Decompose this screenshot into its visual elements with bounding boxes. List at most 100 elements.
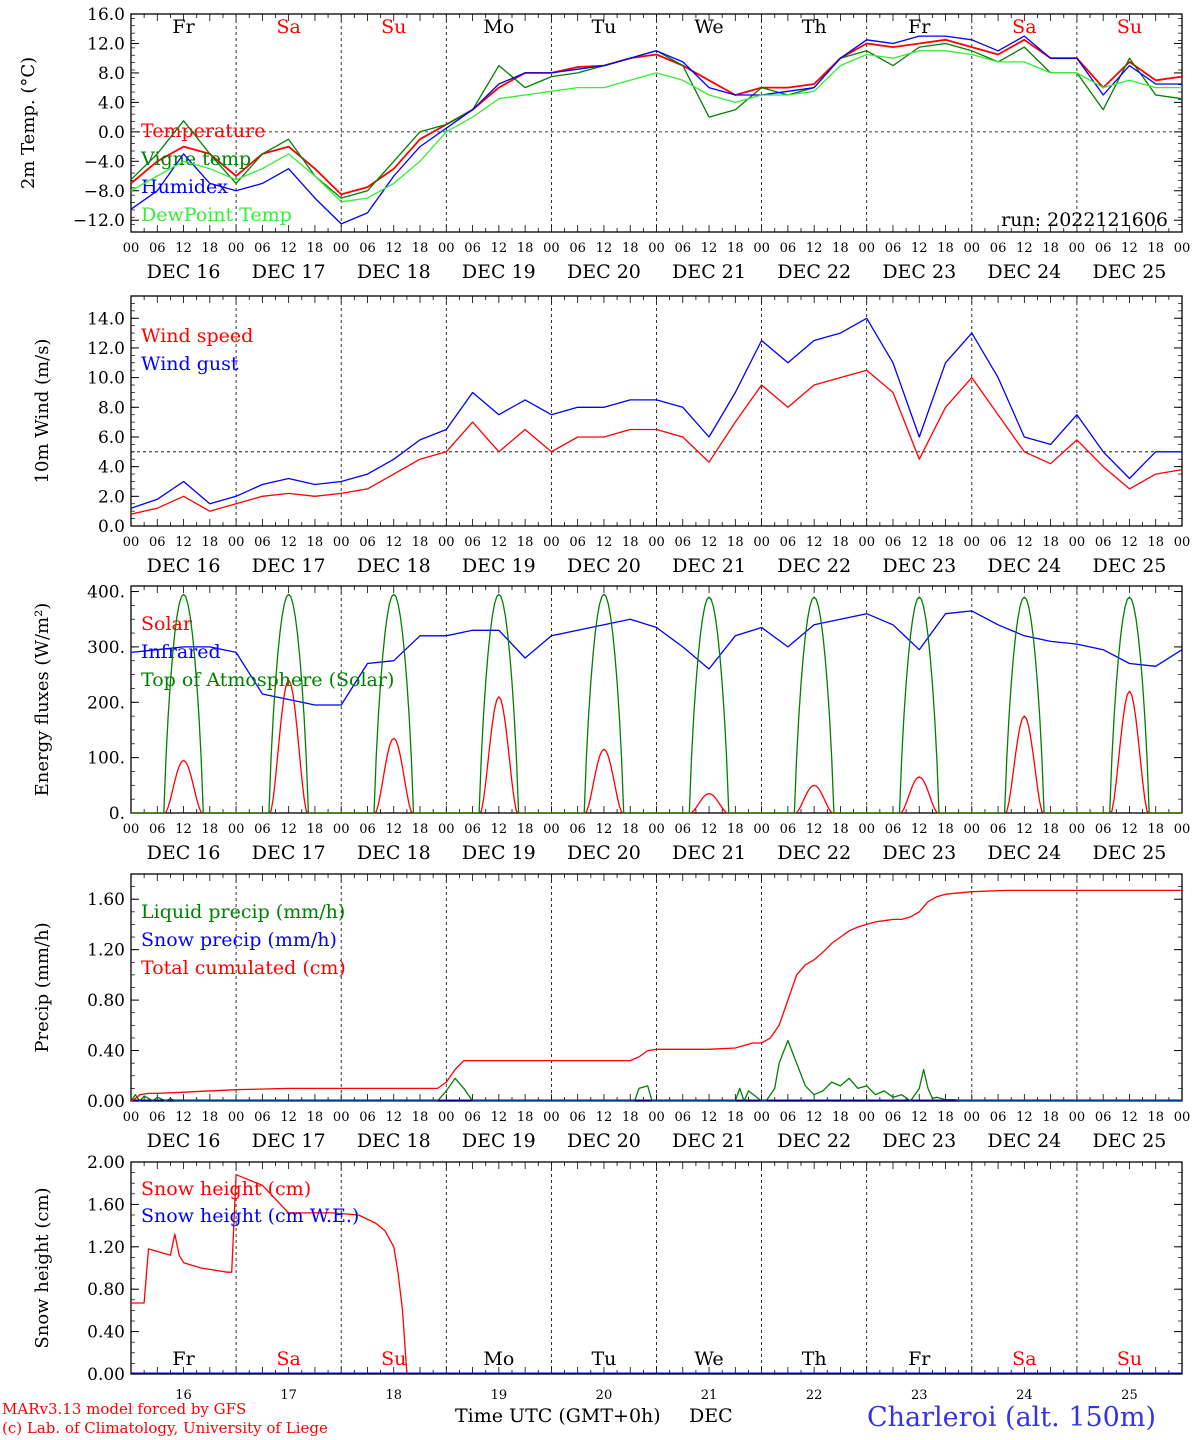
date-label: DEC 20 (567, 555, 641, 577)
hour-label: 18 (1042, 822, 1059, 837)
hour-label: 00 (333, 535, 350, 550)
y-tick-label: 1.20 (87, 1238, 125, 1258)
y-tick-label: 4.0 (98, 93, 125, 113)
day-number-label: 16 (175, 1388, 192, 1403)
run-label: run: 2022121606 (1001, 209, 1168, 231)
date-label: DEC 23 (882, 1130, 956, 1152)
date-label: DEC 16 (147, 842, 221, 864)
hour-label: 00 (753, 241, 770, 256)
hour-label: 12 (280, 241, 297, 256)
hour-label: 06 (149, 535, 166, 550)
y-tick-label: 12.0 (87, 34, 125, 54)
date-label: DEC 22 (777, 842, 851, 864)
date-label: DEC 20 (567, 1130, 641, 1152)
y-tick-label: 2.0 (98, 487, 125, 507)
hour-label: 00 (333, 241, 350, 256)
date-label: DEC 17 (252, 1130, 326, 1152)
y-tick-label: 100. (87, 749, 125, 769)
hour-label: 18 (1147, 1110, 1164, 1125)
hour-label: 00 (858, 535, 875, 550)
panel-3: 0. 100. 200. 300. 400. Energy fluxes (W/m²) 00… (32, 583, 1190, 864)
hour-label: 06 (254, 535, 271, 550)
date-label: DEC 18 (357, 555, 431, 577)
hour-label: 12 (701, 241, 718, 256)
hour-label: 18 (727, 1110, 744, 1125)
date-label: DEC 22 (777, 1130, 851, 1152)
series-line-temperature (130, 38, 1183, 196)
date-label: DEC 19 (462, 261, 536, 283)
hour-label: 00 (1174, 822, 1191, 837)
date-label: DEC 19 (462, 555, 536, 577)
day-abbr-label: Sa (276, 16, 300, 38)
hour-label: 18 (202, 241, 219, 256)
y-tick-label: 0.00 (87, 1092, 125, 1112)
hour-label: 00 (964, 535, 981, 550)
day-abbr-label: Mo (483, 1348, 514, 1370)
day-abbr-label: Su (381, 16, 406, 38)
day-abbr-label: Fr (908, 1348, 931, 1370)
series-line-humidex (130, 35, 1182, 225)
day-abbr-label: Fr (172, 16, 195, 38)
hour-label: 18 (832, 1110, 849, 1125)
hour-label: 06 (149, 1110, 166, 1125)
hour-label: 06 (254, 1110, 271, 1125)
hour-label: 12 (1121, 1110, 1138, 1125)
hour-label: 06 (990, 241, 1007, 256)
hour-label: 12 (806, 241, 823, 256)
hour-label: 18 (832, 241, 849, 256)
day-number-label: 25 (1121, 1388, 1138, 1403)
y-tick-label: 8.0 (98, 398, 125, 418)
day-number-label: 19 (491, 1388, 508, 1403)
hour-label: 12 (385, 241, 402, 256)
hour-label: 00 (964, 1110, 981, 1125)
date-label: DEC 23 (882, 261, 956, 283)
hour-label: 00 (648, 822, 665, 837)
date-label: DEC 25 (1093, 842, 1167, 864)
hour-label: 12 (385, 822, 402, 837)
hour-label: 00 (438, 1110, 455, 1125)
date-label: DEC 21 (672, 1130, 746, 1152)
series-line-wind-gust (130, 317, 1182, 509)
hour-label: 18 (727, 241, 744, 256)
hour-label: 00 (648, 1110, 665, 1125)
hour-label: 18 (517, 822, 534, 837)
hour-label: 18 (937, 535, 954, 550)
panel-5: 0.00 0.40 0.80 1.20 1.60 2.00 Snow height (cm)… (32, 1153, 1183, 1403)
day-number-label: 24 (1016, 1388, 1033, 1403)
hour-label: 00 (964, 241, 981, 256)
date-label: DEC 21 (672, 555, 746, 577)
hour-label: 00 (753, 1110, 770, 1125)
y-tick-label: 10.0 (87, 369, 125, 389)
hour-label: 12 (911, 1110, 928, 1125)
panel-4: 0.00 0.40 0.80 1.20 1.60 Precip (mm/h) 00 06 12 1… (32, 873, 1190, 1152)
hour-label: 18 (307, 1110, 324, 1125)
hour-label: 06 (359, 241, 376, 256)
x-axis-title: Time UTC (GMT+0h) (455, 1405, 661, 1427)
date-label: DEC 19 (462, 842, 536, 864)
day-number-label: 20 (596, 1388, 613, 1403)
hour-label: 12 (911, 822, 928, 837)
series-line-dewpoint-temp (130, 50, 1182, 203)
hour-label: 00 (333, 1110, 350, 1125)
hour-label: 12 (491, 241, 508, 256)
hour-label: 06 (990, 1110, 1007, 1125)
hour-label: 12 (175, 241, 192, 256)
day-number-label: 17 (280, 1388, 297, 1403)
date-label: DEC 25 (1093, 261, 1167, 283)
date-label: DEC 25 (1093, 1130, 1167, 1152)
hour-label: 18 (517, 1110, 534, 1125)
hour-label: 12 (491, 822, 508, 837)
hour-label: 12 (1016, 241, 1033, 256)
hour-label: 12 (701, 822, 718, 837)
hour-label: 12 (1121, 822, 1138, 837)
day-number-label: 23 (911, 1388, 928, 1403)
hour-label: 18 (1147, 241, 1164, 256)
date-label: DEC 16 (147, 1130, 221, 1152)
y-axis-label: 10m Wind (m/s) (32, 339, 53, 484)
day-abbr-label: Su (1117, 1348, 1142, 1370)
hour-label: 06 (254, 822, 271, 837)
series-line-top-of-atmosphere-solar- (131, 593, 1182, 814)
hour-label: 18 (202, 535, 219, 550)
hour-label: 06 (359, 535, 376, 550)
hour-label: 18 (412, 822, 429, 837)
